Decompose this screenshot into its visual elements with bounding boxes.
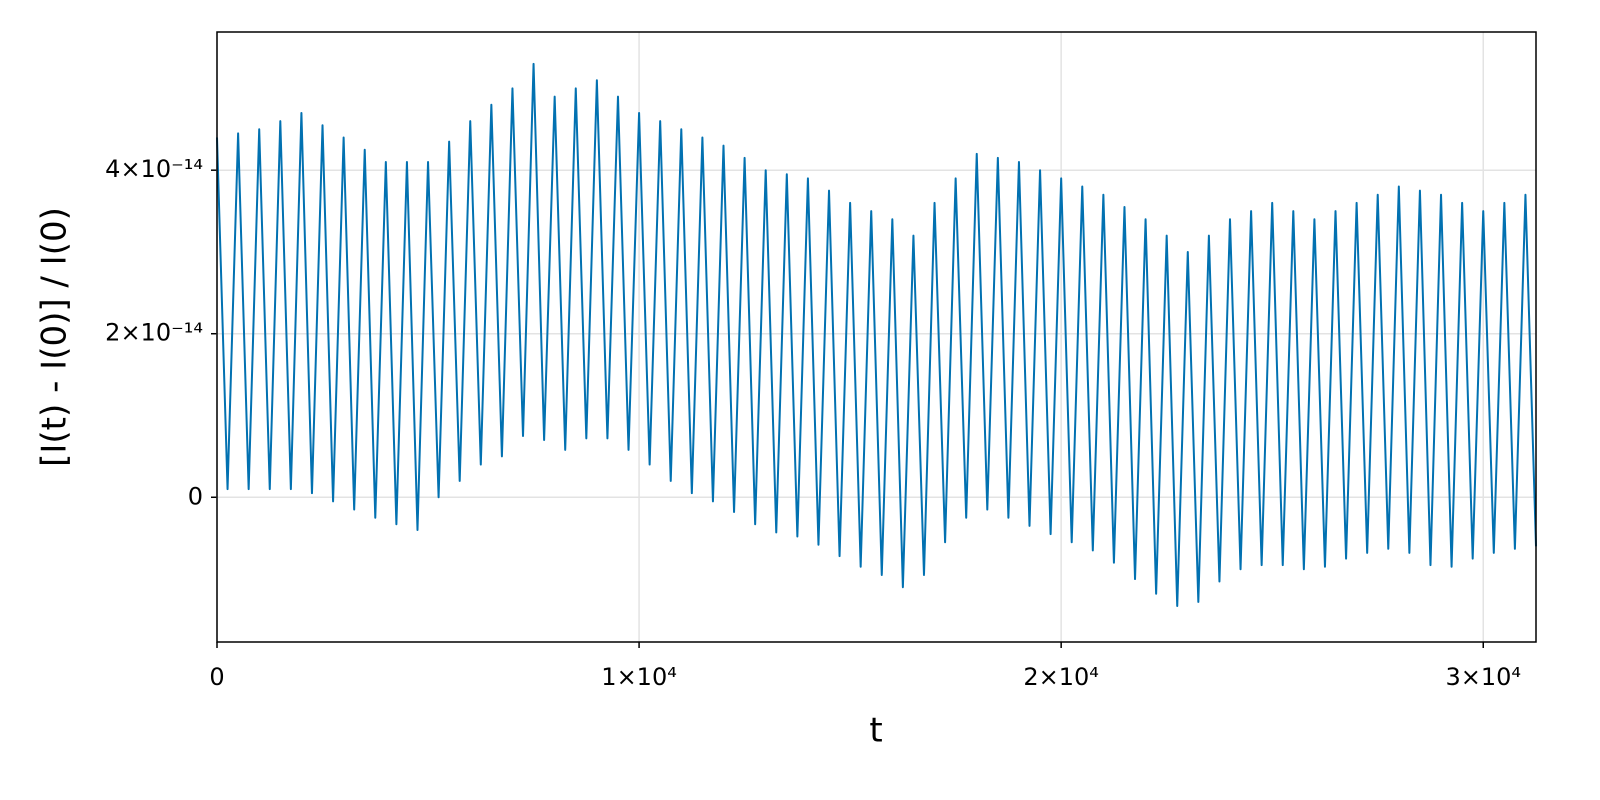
- data-line: [216, 62, 1537, 608]
- x-tick-label: 1×10⁴: [601, 663, 677, 691]
- x-tick-label: 3×10⁴: [1445, 663, 1521, 691]
- plot-frame: [216, 31, 1537, 643]
- x-tick-label: 2×10⁴: [1023, 663, 1099, 691]
- y-tick-label: 0: [188, 482, 203, 510]
- y-tick-label: 2×10⁻¹⁴: [105, 319, 203, 347]
- x-axis-label: t: [869, 711, 882, 751]
- y-axis-label: [I(t) - I(0)] / I(0): [35, 207, 75, 467]
- y-tick-label: 4×10⁻¹⁴: [105, 155, 203, 183]
- x-tick-label: 0: [209, 663, 224, 691]
